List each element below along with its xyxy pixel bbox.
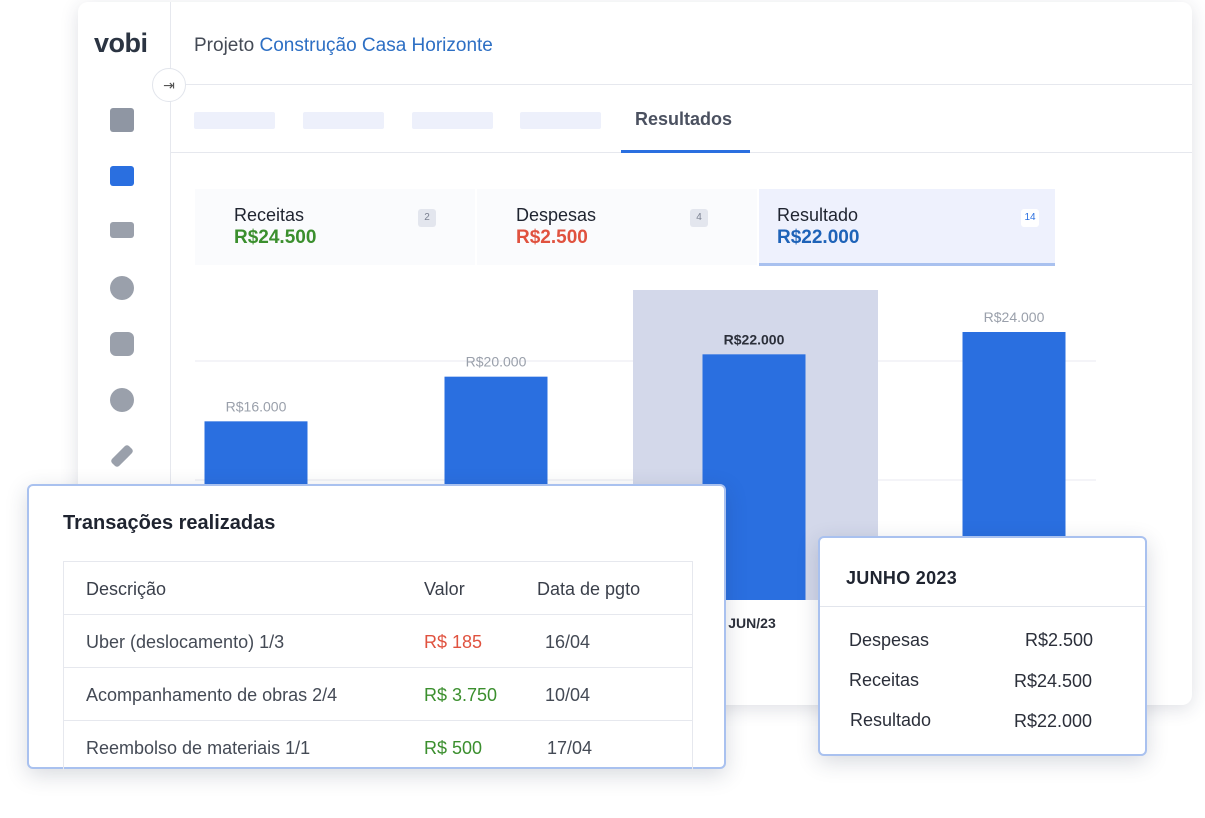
tab-underline — [621, 150, 750, 153]
card-label: Receitas — [234, 205, 305, 225]
summary-card[interactable]: Despesas R$2.500 4 — [477, 189, 757, 265]
value-label: R$20.000 — [466, 354, 527, 370]
transactions-panel: Transações realizadas Descrição Valor Da… — [27, 484, 726, 770]
cell: Acompanhamento de obras 2/4 — [86, 685, 338, 705]
tab-placeholder[interactable] — [303, 112, 384, 129]
collapse-button[interactable]: ⇥ — [152, 68, 186, 102]
popup-value: R$22.000 — [1014, 711, 1093, 731]
nav-finance[interactable] — [110, 332, 134, 356]
card-label: Resultado — [777, 205, 859, 225]
cell: 10/04 — [545, 685, 591, 705]
value-label: R$22.000 — [724, 331, 785, 347]
popup-label: Despesas — [849, 630, 930, 650]
tab-placeholder[interactable] — [520, 112, 601, 129]
cell: R$ 185 — [424, 632, 483, 652]
month-popup: JUNHO 2023 Despesas R$2.500 Receitas R$2… — [818, 536, 1147, 756]
table-row[interactable]: Acompanhamento de obras 2/4 R$ 3.750 10/… — [64, 668, 692, 721]
cell: Uber (deslocamento) 1/3 — [86, 632, 285, 652]
card-value: R$2.500 — [516, 227, 588, 248]
card-count: 4 — [690, 209, 708, 227]
tab-active[interactable]: Resultados — [635, 109, 733, 129]
nav-home[interactable] — [110, 108, 134, 132]
card-value: R$24.500 — [234, 227, 317, 248]
table: Descrição Valor Data de pgto Uber (deslo… — [63, 561, 693, 770]
nav-deals[interactable] — [110, 222, 134, 238]
tab-placeholder[interactable] — [412, 112, 493, 129]
column-header: Descrição — [86, 579, 167, 599]
sidebar: vobi — [78, 2, 171, 705]
tab-placeholder[interactable] — [194, 112, 275, 129]
project-name[interactable]: Construção Casa Horizonte — [259, 35, 493, 56]
popup-label: Resultado — [850, 710, 932, 730]
table-row[interactable]: Uber (deslocamento) 1/3 R$ 185 16/04 — [64, 615, 692, 668]
column-header: Data de pgto — [537, 579, 641, 599]
project-title: Projeto Construção Casa Horizonte — [194, 35, 493, 57]
panel-title: Transações realizadas — [63, 512, 276, 534]
popup-value: R$2.500 — [1025, 630, 1094, 650]
cell: R$ 3.750 — [424, 685, 498, 705]
cell: 16/04 — [545, 632, 591, 652]
divider — [820, 606, 1145, 607]
nav-projects[interactable] — [110, 166, 134, 186]
nav-payments[interactable] — [110, 388, 134, 412]
nav-dashboard[interactable] — [110, 276, 134, 300]
summary-card[interactable]: Resultado R$22.000 14 — [759, 189, 1055, 266]
card-count: 14 — [1021, 209, 1039, 227]
project-prefix: Projeto — [194, 35, 255, 56]
logo: vobi — [94, 28, 148, 58]
column-header: Valor — [424, 579, 465, 599]
value-label: R$16.000 — [226, 398, 287, 414]
table-header: Descrição Valor Data de pgto — [64, 562, 692, 615]
card-value: R$22.000 — [777, 227, 860, 248]
cell: R$ 500 — [424, 738, 483, 758]
popup-value: R$24.500 — [1014, 671, 1093, 691]
popup-label: Receitas — [849, 670, 920, 690]
cell: Reembolso de materiais 1/1 — [86, 738, 311, 758]
x-tick-label: JUN/23 — [728, 615, 776, 631]
card-label: Despesas — [516, 205, 597, 225]
table-row[interactable]: Reembolso de materiais 1/1 R$ 500 17/04 — [64, 721, 692, 773]
value-label: R$24.000 — [984, 309, 1045, 325]
summary-card[interactable]: Receitas R$24.500 2 — [195, 189, 475, 265]
card-count: 2 — [418, 209, 436, 227]
divider — [170, 84, 1192, 85]
popup-title: JUNHO 2023 — [846, 568, 958, 588]
cell: 17/04 — [547, 738, 593, 758]
